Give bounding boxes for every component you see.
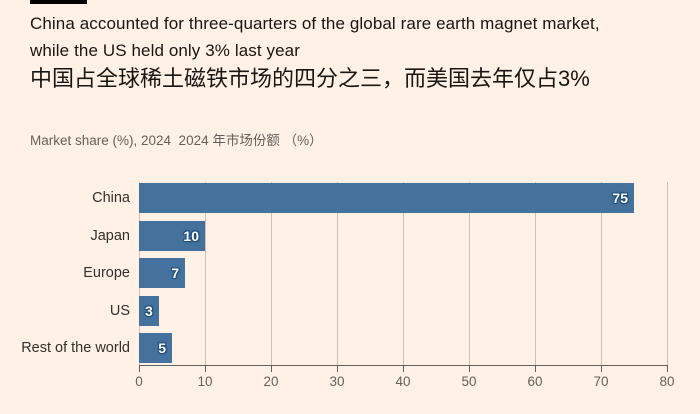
x-axis-tick-label: 30 — [329, 374, 345, 389]
x-axis-tick-label: 80 — [659, 374, 675, 389]
chart-subtitle: Market share (%), 2024 2024 年市场份额 （%） — [30, 133, 323, 148]
x-axis-tick — [469, 366, 470, 372]
x-axis-tick-label: 70 — [593, 374, 609, 389]
x-axis-tick-label: 0 — [135, 374, 143, 389]
bar: 7 — [139, 258, 186, 288]
x-axis-tick — [205, 366, 206, 372]
chart-title-en-line1: China accounted for three-quarters of th… — [30, 14, 600, 33]
bar-value-label: 3 — [145, 302, 153, 319]
gridline — [667, 182, 668, 365]
bar-value-label: 75 — [612, 190, 628, 206]
category-label: Japan — [90, 227, 130, 244]
bar: 5 — [139, 333, 172, 363]
x-axis-tick — [271, 366, 272, 372]
chart-title-zh: 中国占全球稀土磁铁市场的四分之三，而美国去年仅占3% — [30, 66, 590, 91]
category-label: Europe — [83, 265, 130, 281]
chart-title-en-line2: while the US held only 3% last year — [30, 41, 300, 60]
x-axis-tick — [667, 366, 668, 372]
x-axis-tick — [403, 366, 404, 372]
bar-value-label: 10 — [183, 227, 199, 244]
category-label: China — [92, 190, 130, 206]
x-axis-tick — [139, 366, 140, 372]
x-axis-line — [139, 365, 668, 366]
x-axis-tick — [601, 366, 602, 372]
x-axis-tick-label: 10 — [197, 374, 213, 389]
gridline — [403, 182, 404, 365]
gridline — [601, 182, 602, 365]
x-axis-tick-label: 50 — [461, 374, 477, 389]
gridline — [535, 182, 536, 365]
gridline — [205, 182, 206, 365]
bar-value-label: 7 — [171, 265, 180, 281]
category-label: Rest of the world — [21, 340, 130, 356]
gridline — [469, 182, 470, 365]
bar: 3 — [139, 295, 159, 326]
x-axis-tick-label: 40 — [395, 374, 411, 389]
x-axis-tick — [535, 366, 536, 372]
x-axis-tick-label: 60 — [527, 374, 543, 389]
bar: 75 — [139, 183, 634, 213]
bar-chart: China 75 Japan 10 Europe 7 US 3 Rest of the worl… — [0, 182, 700, 394]
bar: 10 — [139, 220, 205, 251]
category-label: US — [109, 302, 130, 319]
x-axis-tick-label: 20 — [263, 374, 279, 389]
gridline — [337, 182, 338, 365]
chart-title-en: China accounted for three-quarters of th… — [30, 10, 600, 64]
gridline — [271, 182, 272, 365]
title-accent-bar — [30, 0, 87, 4]
x-axis-tick — [337, 366, 338, 372]
bar-value-label: 5 — [158, 340, 166, 356]
